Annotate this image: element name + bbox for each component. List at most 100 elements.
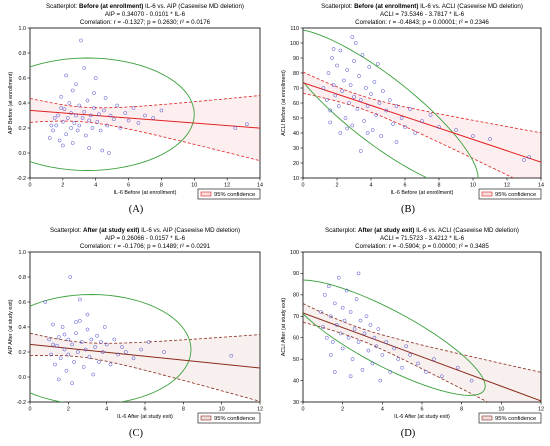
x-tick-label: 8 xyxy=(438,183,441,189)
data-point xyxy=(64,73,68,78)
data-point xyxy=(74,82,78,87)
data-point xyxy=(123,111,128,115)
correlation-stats: Correlation: r = -0.1706; p = 0.1489; r²… xyxy=(80,243,211,250)
data-point xyxy=(328,120,333,125)
y-tick-label: 50 xyxy=(293,357,299,363)
chart-title-bold: Before (at enrollment) xyxy=(354,3,418,10)
y-tick-label: 0.8 xyxy=(19,51,27,57)
data-point xyxy=(47,136,52,140)
prediction-ellipse xyxy=(30,294,192,402)
data-point xyxy=(229,353,234,358)
data-point xyxy=(413,131,418,135)
y-tick-label: 0.6 xyxy=(19,76,27,82)
data-point xyxy=(81,365,86,369)
data-point xyxy=(328,314,333,319)
confidence-upper-line xyxy=(303,71,541,134)
data-point xyxy=(334,323,339,327)
data-point xyxy=(364,86,368,90)
y-tick-label: 50 xyxy=(293,116,299,122)
regression-equation: ACLI = 71.5723 - 3.4212 * IL-6 xyxy=(380,235,465,242)
y-tick-label: 60 xyxy=(293,336,299,342)
legend-swatch xyxy=(200,415,212,421)
x-tick-label: 4 xyxy=(94,183,97,189)
data-point xyxy=(400,365,405,370)
data-point xyxy=(66,337,71,342)
data-point xyxy=(54,123,59,128)
x-tick-label: 12 xyxy=(538,407,544,413)
data-point xyxy=(72,360,76,364)
prediction-ellipse xyxy=(30,57,195,171)
chart-panel-4: Scatterplot: After (at study exit) IL-6 … xyxy=(281,227,544,439)
prediction-ellipse xyxy=(303,279,486,396)
data-point xyxy=(527,155,531,159)
data-point xyxy=(89,337,94,342)
data-point xyxy=(61,143,65,148)
data-point xyxy=(62,107,67,112)
data-point xyxy=(65,116,70,120)
data-point xyxy=(59,106,64,110)
data-point xyxy=(97,112,101,117)
x-tick-label: 14 xyxy=(538,183,544,189)
plot-content xyxy=(303,271,541,402)
data-point xyxy=(120,345,124,349)
data-point xyxy=(118,126,123,130)
chart-title: Scatterplot: Before (at enrollment) IL-6… xyxy=(321,3,523,10)
chart-panel-2: Scatterplot: Before (at enrollment) IL-6… xyxy=(281,3,544,215)
chart-title: Scatterplot: After (at study exit) IL-6 … xyxy=(50,227,240,234)
legend-box xyxy=(478,188,542,200)
chart-title-bold: After (at study exit) xyxy=(358,227,414,234)
x-tick-label: 6 xyxy=(421,407,424,413)
data-point xyxy=(92,91,96,95)
data-point xyxy=(92,106,96,110)
data-point xyxy=(356,271,361,276)
data-point xyxy=(332,370,337,374)
y-tick-label: 70 xyxy=(293,314,299,320)
data-point xyxy=(420,119,424,123)
data-point xyxy=(357,74,361,78)
y-tick-label: 30 xyxy=(293,400,299,406)
correlation-stats: Correlation: r = -0.5904; p = 0.00000; r… xyxy=(355,243,489,250)
data-point xyxy=(328,108,333,113)
data-point xyxy=(70,381,75,386)
data-point xyxy=(60,325,65,329)
chart-title-prefix: Scatterplot: xyxy=(325,227,358,234)
data-point xyxy=(399,116,404,120)
data-point xyxy=(116,352,121,357)
data-point xyxy=(102,325,107,329)
data-point xyxy=(350,35,355,39)
data-point xyxy=(139,347,144,352)
data-point xyxy=(61,119,65,124)
data-point xyxy=(340,89,344,93)
data-point xyxy=(372,335,377,340)
x-tick-label: 6 xyxy=(144,407,147,413)
x-tick-label: 10 xyxy=(191,183,197,189)
data-point xyxy=(85,98,90,103)
data-point xyxy=(88,113,93,118)
legend-label: 95% confidence xyxy=(214,192,255,198)
x-tick-label: 12 xyxy=(504,183,510,189)
y-tick-label: 40 xyxy=(293,378,299,384)
data-point xyxy=(143,113,147,118)
data-point xyxy=(341,78,346,83)
data-point xyxy=(162,350,167,354)
data-point xyxy=(432,357,436,361)
data-point xyxy=(75,128,80,133)
data-point xyxy=(77,297,82,302)
data-point xyxy=(95,333,99,338)
data-point xyxy=(85,327,90,332)
data-point xyxy=(87,355,92,359)
data-point xyxy=(346,335,351,340)
data-point xyxy=(366,348,371,353)
y-tick-label: 0.6 xyxy=(19,300,27,306)
data-point xyxy=(370,361,375,366)
y-tick-label: 0.2 xyxy=(19,126,27,132)
y-axis-label: AIP Before (at enrollment) xyxy=(8,72,14,134)
data-point xyxy=(376,327,381,331)
x-axis-label: IL-6 Before (at enrollment) xyxy=(114,190,177,196)
x-tick-label: 8 xyxy=(160,183,163,189)
data-point xyxy=(76,350,80,354)
y-axis-label: AIP After (at study exit) xyxy=(8,299,14,354)
data-point xyxy=(70,342,75,347)
data-point xyxy=(72,121,77,125)
data-point xyxy=(77,123,82,128)
